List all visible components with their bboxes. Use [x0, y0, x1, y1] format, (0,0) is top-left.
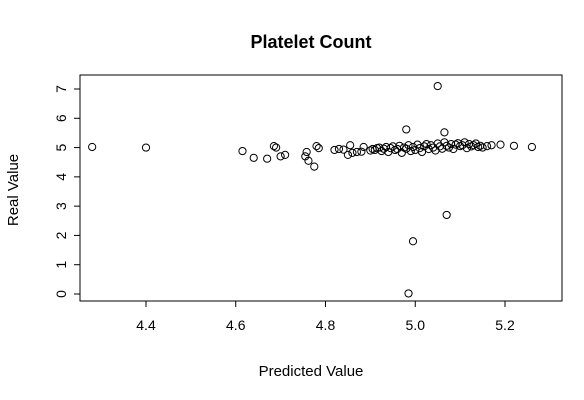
data-point: [478, 143, 487, 152]
data-point: [339, 145, 348, 154]
data-point: [442, 141, 451, 150]
data-point: [281, 150, 290, 159]
x-tick-label: 4.6: [226, 317, 246, 333]
data-point: [440, 128, 449, 137]
data-point: [272, 143, 281, 152]
data-point: [496, 140, 505, 149]
y-tick-label: 0: [53, 290, 69, 298]
data-point: [460, 138, 469, 147]
y-axis-title: Real Value: [5, 154, 22, 226]
data-point: [330, 145, 339, 155]
x-tick-label: 4.8: [316, 317, 336, 333]
data-point: [263, 154, 272, 163]
data-point: [404, 289, 413, 298]
data-point: [469, 141, 478, 150]
data-point: [406, 146, 415, 156]
data-point: [402, 125, 411, 134]
y-tick-label: 4: [53, 173, 69, 181]
x-axis: 4.4 4.6 4.8 5.0 5.2: [136, 300, 515, 333]
chart-title: Platelet Count: [250, 32, 371, 52]
data-point: [310, 162, 319, 171]
data-point: [249, 153, 258, 162]
data-point: [352, 147, 362, 157]
data-point: [346, 141, 355, 150]
data-point: [482, 142, 492, 151]
y-tick-label: 2: [53, 231, 69, 239]
data-point: [343, 150, 353, 159]
data-point: [397, 148, 406, 157]
data-point: [527, 142, 537, 152]
data-point: [476, 141, 485, 150]
y-tick-label: 3: [53, 202, 69, 210]
x-tick-label: 4.4: [136, 317, 156, 333]
data-point: [449, 144, 458, 154]
x-tick-label: 5.2: [495, 317, 515, 333]
x-tick-label: 5.0: [406, 317, 426, 333]
y-axis: 0 1 2 3 4 5 6 7: [53, 85, 81, 298]
y-tick-label: 1: [53, 261, 69, 269]
data-point: [422, 139, 431, 149]
y-tick-label: 5: [53, 143, 69, 151]
data-point: [442, 210, 451, 220]
x-axis-title: Predicted Value: [259, 363, 364, 380]
data-point: [487, 141, 496, 150]
data-point: [312, 142, 321, 151]
data-point: [433, 81, 442, 91]
data-point: [276, 152, 285, 161]
data-point: [334, 144, 344, 154]
y-tick-label: 7: [53, 85, 69, 93]
data-points: [88, 81, 537, 298]
data-point: [302, 147, 311, 157]
data-point: [359, 142, 368, 152]
data-point: [88, 142, 97, 152]
data-point: [462, 144, 471, 153]
y-tick-label: 6: [53, 114, 69, 122]
data-point: [238, 146, 247, 156]
data-point: [357, 147, 366, 156]
data-point: [417, 147, 427, 157]
data-point: [509, 141, 519, 150]
data-point: [141, 143, 151, 152]
data-point: [404, 141, 413, 150]
data-point: [408, 237, 418, 246]
data-point: [269, 142, 278, 151]
data-point: [348, 148, 357, 157]
data-point: [314, 144, 323, 153]
data-point: [304, 156, 313, 165]
plot-frame: [79, 74, 563, 302]
